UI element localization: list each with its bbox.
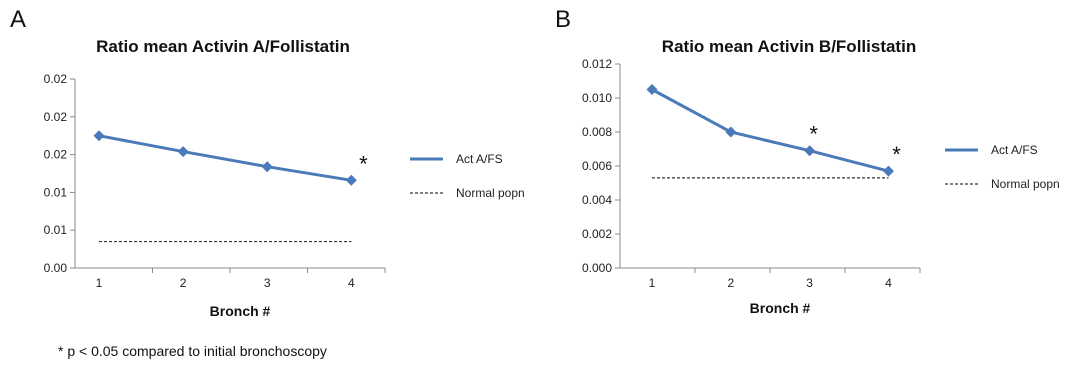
significance-footnote: * p < 0.05 compared to initial bronchosc…	[58, 343, 327, 359]
data-point-marker	[646, 84, 658, 95]
y-tick-label: 0.008	[582, 125, 612, 139]
significance-asterisk: *	[892, 142, 901, 167]
y-tick-label: 0.02	[44, 72, 68, 86]
series-line-act-a-fs	[651, 88, 889, 173]
data-point-marker	[345, 174, 357, 186]
y-tick-label: 0.02	[44, 148, 68, 162]
data-point-marker	[177, 146, 189, 158]
data-point-marker	[882, 165, 894, 177]
panel-letter-a: A	[10, 6, 27, 33]
data-point-marker	[804, 145, 816, 157]
series-line-act-a-fs	[98, 134, 352, 182]
y-tick-label: 0.01	[44, 185, 68, 199]
legend-label: Act A/FS	[456, 152, 503, 166]
x-axis-title: Bronch #	[750, 300, 811, 316]
y-tick-label: 0.010	[582, 91, 612, 105]
y-tick-label: 0.002	[582, 227, 612, 241]
data-point-marker	[93, 130, 105, 142]
y-tick-label: 0.012	[582, 57, 612, 71]
y-tick-label: 0.02	[44, 110, 68, 124]
significance-asterisk: *	[359, 151, 368, 176]
x-tick-label: 3	[264, 276, 271, 290]
chart-title: Ratio mean Activin B/Follistatin	[662, 37, 916, 56]
legend-label: Act A/FS	[991, 143, 1038, 157]
x-tick-label: 1	[96, 276, 103, 290]
y-tick-label: 0.006	[582, 159, 612, 173]
x-axis-title: Bronch #	[210, 303, 271, 319]
x-tick-label: 2	[727, 276, 734, 290]
x-tick-label: 4	[885, 276, 892, 290]
y-tick-label: 0.00	[44, 261, 68, 275]
chart-activin-a: Ratio mean Activin A/Follistatin 0.00 0.01…	[44, 37, 525, 319]
y-tick-label: 0.01	[44, 223, 68, 237]
significance-asterisk: *	[809, 122, 818, 147]
data-point-marker	[261, 161, 273, 173]
y-tick-label: 0.004	[582, 193, 612, 207]
x-tick-label: 3	[806, 276, 813, 290]
x-tick-label: 2	[180, 276, 187, 290]
chart-activin-b: Ratio mean Activin B/Follistatin 0.000 0.0…	[582, 37, 1060, 316]
legend-label: Normal popn	[456, 186, 525, 200]
legend-label: Normal popn	[991, 177, 1060, 191]
data-point-marker	[725, 126, 737, 138]
x-tick-label: 4	[348, 276, 355, 290]
chart-title: Ratio mean Activin A/Follistatin	[96, 37, 350, 56]
y-tick-label: 0.000	[582, 261, 612, 275]
panel-letter-b: B	[555, 6, 572, 33]
x-tick-label: 1	[649, 276, 656, 290]
